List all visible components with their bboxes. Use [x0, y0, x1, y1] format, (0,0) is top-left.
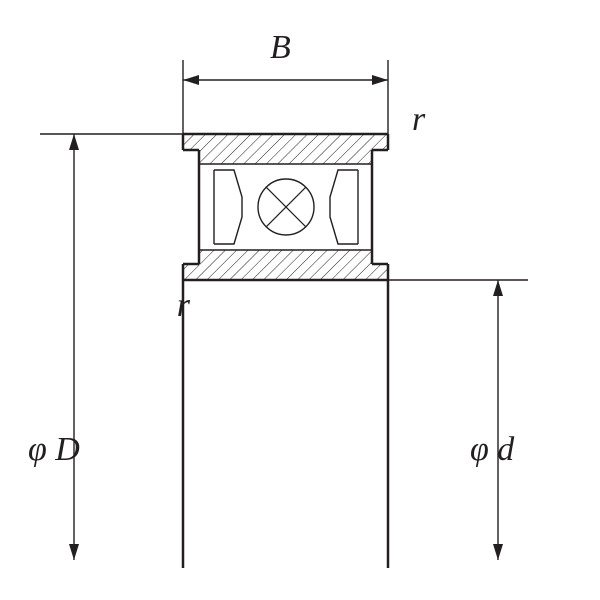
bearing-diagram: Bφ D φ d r r — [0, 0, 600, 600]
label-B: B — [270, 29, 291, 66]
label-phi-d: φ d — [470, 431, 515, 468]
label-r-upper: r — [412, 101, 426, 138]
label-phi-D: φ D — [28, 431, 80, 468]
label-r-lower: r — [177, 287, 191, 324]
